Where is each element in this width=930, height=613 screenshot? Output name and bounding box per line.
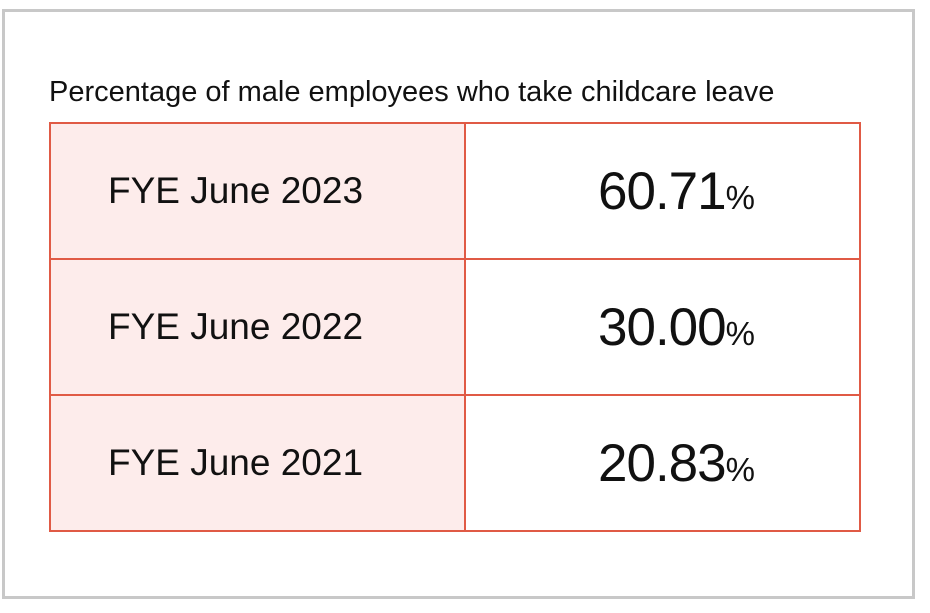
row-value-group: 60.71% (598, 162, 755, 221)
row-value-unit: % (725, 450, 755, 488)
row-value: 60.71 (598, 161, 727, 221)
row-value-cell: 30.00% (464, 258, 861, 396)
row-value-cell: 20.83% (464, 394, 861, 532)
row-value-group: 20.83% (598, 434, 755, 493)
table-row: FYE June 2022 30.00% (49, 258, 861, 396)
row-label-cell: FYE June 2022 (49, 258, 466, 396)
row-value-group: 30.00% (598, 298, 755, 357)
row-label: FYE June 2023 (107, 170, 364, 211)
row-value-unit: % (725, 178, 755, 216)
row-value: 20.83 (598, 433, 727, 493)
table-row: FYE June 2021 20.83% (49, 394, 861, 532)
row-label: FYE June 2021 (107, 442, 364, 483)
chart-title: Percentage of male employees who take ch… (49, 76, 775, 108)
row-value: 30.00 (598, 297, 727, 357)
row-value-cell: 60.71% (464, 122, 861, 260)
data-table: FYE June 2023 60.71% FYE June 2022 30.00… (49, 122, 861, 532)
row-label-cell: FYE June 2021 (49, 394, 466, 532)
row-value-unit: % (725, 314, 755, 352)
row-label-cell: FYE June 2023 (49, 122, 466, 260)
row-label: FYE June 2022 (107, 306, 364, 347)
table-row: FYE June 2023 60.71% (49, 122, 861, 260)
